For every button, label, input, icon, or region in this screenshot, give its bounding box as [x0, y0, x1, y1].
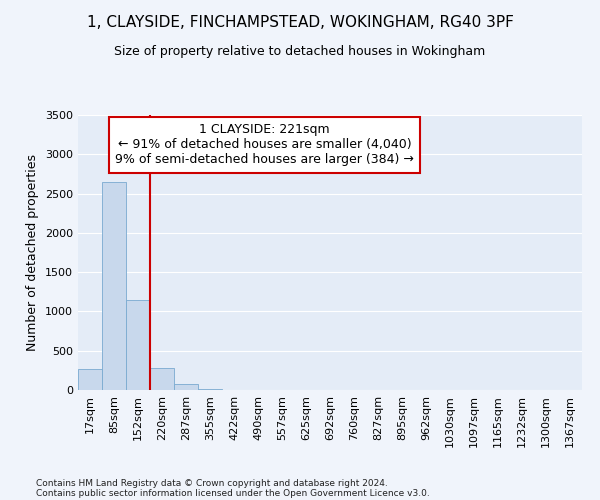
Text: Size of property relative to detached houses in Wokingham: Size of property relative to detached ho… [115, 45, 485, 58]
Text: 1, CLAYSIDE, FINCHAMPSTEAD, WOKINGHAM, RG40 3PF: 1, CLAYSIDE, FINCHAMPSTEAD, WOKINGHAM, R… [86, 15, 514, 30]
Bar [150, 368, 174, 390]
Bar [174, 384, 198, 390]
Y-axis label: Number of detached properties: Number of detached properties [26, 154, 40, 351]
Bar [78, 369, 102, 390]
Text: Contains HM Land Registry data © Crown copyright and database right 2024.: Contains HM Land Registry data © Crown c… [36, 478, 388, 488]
Text: Contains public sector information licensed under the Open Government Licence v3: Contains public sector information licen… [36, 488, 430, 498]
Bar [102, 182, 126, 390]
Text: 1 CLAYSIDE: 221sqm
← 91% of detached houses are smaller (4,040)
9% of semi-detac: 1 CLAYSIDE: 221sqm ← 91% of detached hou… [115, 123, 414, 166]
Bar [126, 300, 150, 390]
Bar [198, 389, 222, 390]
